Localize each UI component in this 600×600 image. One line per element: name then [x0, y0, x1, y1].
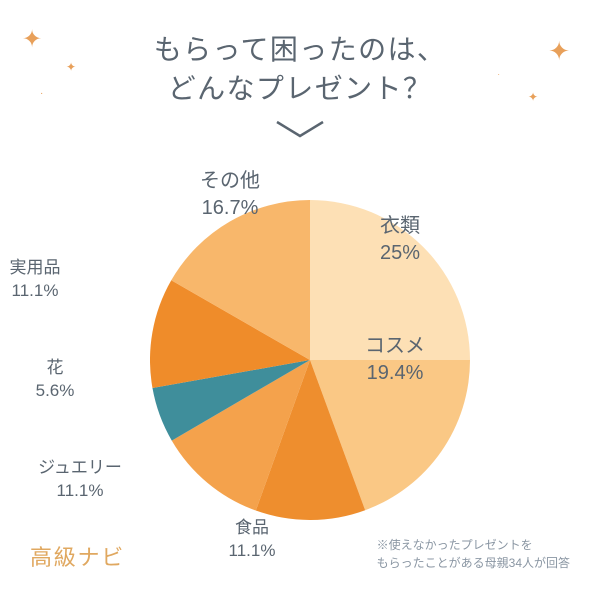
slice-label: 花5.6%: [36, 357, 75, 403]
chart-title: もらって困ったのは、 どんなプレゼント？: [0, 30, 600, 108]
sparkle-icon: ·: [40, 88, 43, 99]
footnote-line-2: もらったことがある母親34人が回答: [377, 556, 570, 570]
sparkle-icon: ✦: [66, 60, 76, 74]
sparkle-icon: ✦: [528, 90, 538, 104]
slice-label: 実用品11.1%: [10, 257, 61, 303]
chart-header: もらって困ったのは、 どんなプレゼント？: [0, 0, 600, 145]
title-line-2: どんなプレゼント？: [168, 73, 433, 104]
sparkle-icon: ✦: [22, 25, 42, 54]
sparkle-icon: ✦: [548, 36, 570, 67]
slice-label: 食品11.1%: [229, 517, 276, 563]
slice-label: その他16.7%: [200, 168, 260, 222]
slice-label: ジュエリー11.1%: [38, 457, 122, 503]
footnote: ※使えなかったプレゼントを もらったことがある母親34人が回答: [377, 536, 570, 572]
slice-label: 衣類25%: [380, 213, 420, 267]
sparkle-icon: ·: [497, 70, 500, 79]
brand-logo: 高級ナビ: [30, 540, 125, 572]
slice-label: コスメ19.4%: [365, 333, 425, 387]
pie-chart: 衣類25% コスメ19.4% 食品11.1% ジュエリー11.1% 花5.6% 実用品11…: [0, 160, 600, 600]
title-line-1: もらって困ったのは、: [154, 34, 447, 65]
footnote-line-1: ※使えなかったプレゼントを: [377, 538, 533, 552]
chevron-down-icon: [275, 120, 325, 140]
